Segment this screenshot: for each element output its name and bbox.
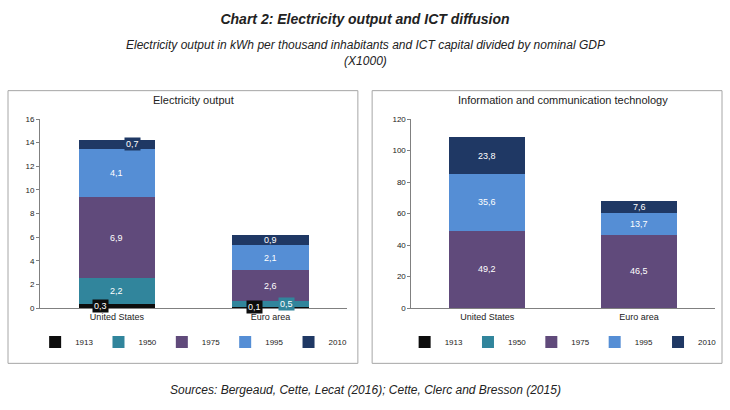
svg-text:2,6: 2,6 — [264, 281, 277, 291]
svg-text:Information and communication: Information and communication technology — [458, 94, 668, 106]
svg-text:1950: 1950 — [138, 338, 156, 347]
svg-text:1995: 1995 — [635, 338, 653, 347]
svg-text:7,6: 7,6 — [633, 202, 646, 212]
svg-text:35,6: 35,6 — [478, 197, 496, 207]
svg-text:Euro area: Euro area — [251, 312, 291, 322]
svg-text:10: 10 — [26, 186, 35, 195]
svg-text:0: 0 — [401, 304, 406, 313]
svg-text:16: 16 — [26, 115, 35, 124]
svg-text:0,7: 0,7 — [126, 139, 139, 149]
svg-text:14: 14 — [26, 138, 35, 147]
svg-text:Chart 2: Electricity output an: Chart 2: Electricity output and ICT diff… — [220, 11, 509, 27]
svg-text:0: 0 — [30, 304, 35, 313]
svg-text:6: 6 — [30, 233, 35, 242]
svg-text:2: 2 — [30, 280, 35, 289]
svg-text:1975: 1975 — [571, 338, 589, 347]
svg-text:Sources: Bergeaud, Cette, Leca: Sources: Bergeaud, Cette, Lecat (2016); … — [170, 383, 561, 397]
svg-text:0,5: 0,5 — [280, 299, 293, 309]
svg-text:0,3: 0,3 — [94, 301, 107, 311]
svg-text:2010: 2010 — [698, 338, 716, 347]
svg-text:8: 8 — [30, 209, 35, 218]
svg-text:Electricity output in kWh per: Electricity output in kWh per thousand i… — [126, 38, 605, 68]
svg-text:0,9: 0,9 — [264, 235, 277, 245]
svg-text:80: 80 — [397, 178, 406, 187]
svg-text:20: 20 — [397, 272, 406, 281]
svg-text:1913: 1913 — [75, 338, 93, 347]
svg-text:13,7: 13,7 — [630, 219, 648, 229]
svg-text:Electricity output: Electricity output — [153, 94, 234, 106]
svg-text:60: 60 — [397, 209, 406, 218]
svg-text:4,1: 4,1 — [110, 168, 123, 178]
svg-text:1975: 1975 — [202, 338, 220, 347]
svg-text:6,9: 6,9 — [110, 233, 123, 243]
svg-text:40: 40 — [397, 241, 406, 250]
svg-text:23,8: 23,8 — [478, 151, 496, 161]
svg-text:4: 4 — [30, 257, 35, 266]
svg-text:2,2: 2,2 — [110, 286, 123, 296]
svg-text:120: 120 — [392, 115, 406, 124]
svg-text:2,1: 2,1 — [264, 253, 277, 263]
svg-text:1995: 1995 — [265, 338, 283, 347]
svg-text:Euro area: Euro area — [619, 312, 659, 322]
svg-text:0,1: 0,1 — [248, 302, 261, 312]
svg-text:100: 100 — [392, 146, 406, 155]
svg-text:1913: 1913 — [445, 338, 463, 347]
svg-text:46,5: 46,5 — [630, 266, 648, 276]
svg-text:2010: 2010 — [329, 338, 347, 347]
svg-text:49,2: 49,2 — [478, 264, 496, 274]
svg-text:1950: 1950 — [508, 338, 526, 347]
svg-text:United States: United States — [90, 312, 145, 322]
svg-text:United States: United States — [460, 312, 515, 322]
svg-text:12: 12 — [26, 162, 35, 171]
